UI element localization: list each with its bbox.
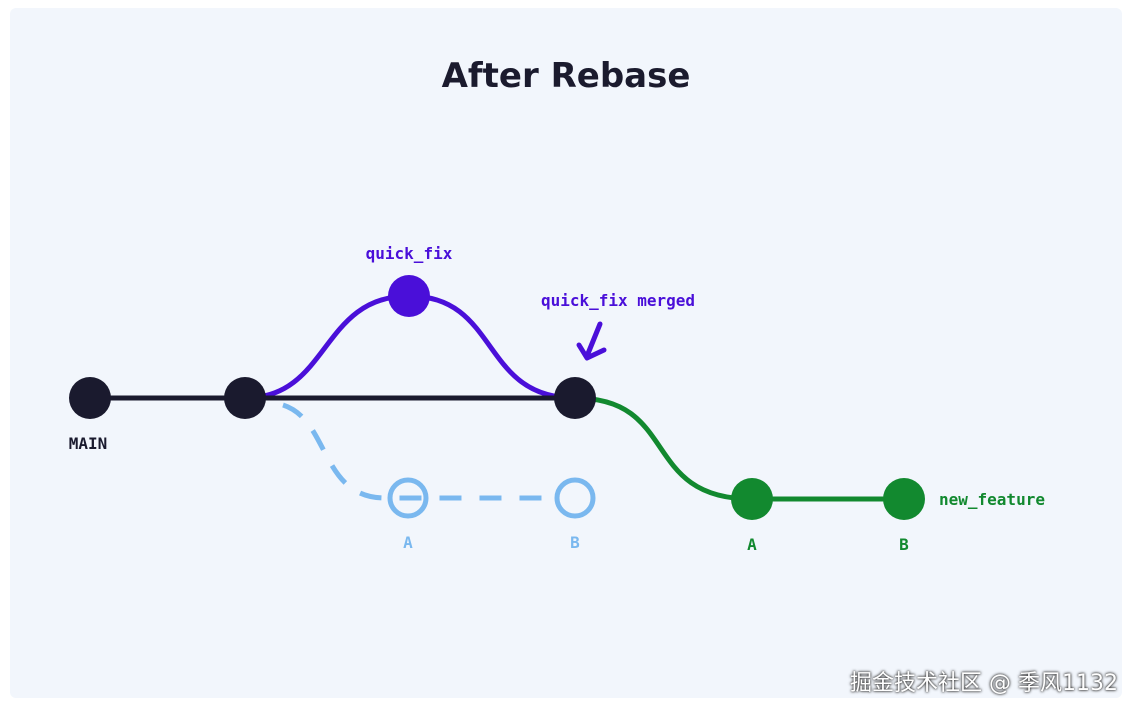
quick-fix-commit xyxy=(388,275,430,317)
new-commit-a xyxy=(731,478,773,520)
new-feature-label: new_feature xyxy=(939,490,1045,509)
main-commit-2 xyxy=(224,377,266,419)
main-label: MAIN xyxy=(69,434,108,453)
old-commit-b-label: B xyxy=(570,533,580,552)
new-commit-b-label: B xyxy=(899,535,909,554)
main-commit-1 xyxy=(69,377,111,419)
merge-arrow-icon xyxy=(576,321,607,361)
old-branch-dashed-line xyxy=(282,402,555,501)
quick-fix-merged-label: quick_fix merged xyxy=(541,291,695,310)
old-commit-b xyxy=(554,477,596,519)
main-merge-commit xyxy=(554,377,596,419)
new-commit-b xyxy=(883,478,925,520)
diagram-background xyxy=(10,8,1122,698)
old-commit-a xyxy=(387,477,429,519)
quick-fix-label: quick_fix xyxy=(366,244,453,263)
diagram-title: After Rebase xyxy=(441,56,691,96)
new-commit-a-label: A xyxy=(747,535,757,554)
old-commit-a-label: A xyxy=(403,533,413,552)
watermark: 掘金技术社区 @ 季风1132 xyxy=(850,671,1118,696)
new-feature-branch-line xyxy=(574,395,904,502)
